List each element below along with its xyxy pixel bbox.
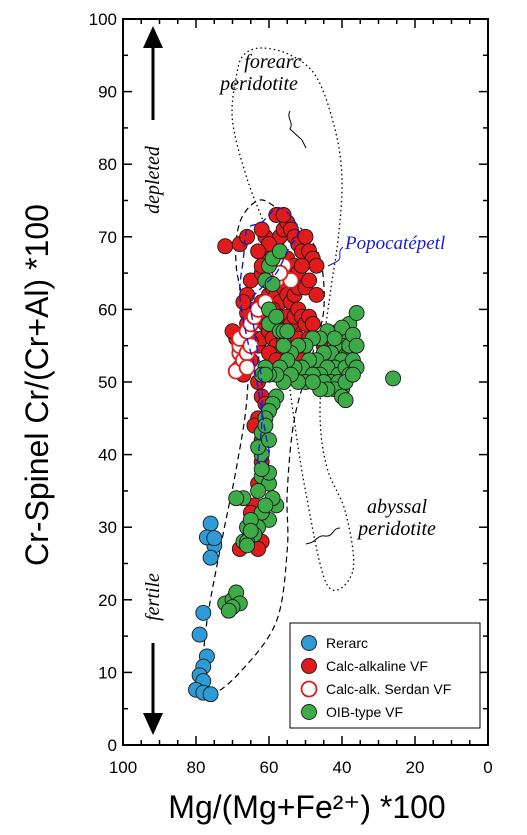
point-oib-type-vf [253, 461, 270, 478]
point-calc-alkaline-vf [301, 272, 318, 289]
point-calc-alkaline-vf [308, 286, 325, 303]
point-calc-alkaline-vf [297, 228, 314, 245]
x-tick-label: 80 [187, 758, 206, 777]
point-calc-alkaline-vf [275, 207, 292, 223]
x-tick-label: 100 [109, 758, 137, 777]
legend-label-rerarc: Rerarc [326, 635, 368, 651]
point-calc-alk-serdan-vf [238, 359, 256, 376]
point-rerarc [202, 549, 219, 566]
point-oib-type-vf [242, 522, 259, 539]
series-oib-type-vf [217, 243, 402, 619]
point-oib-type-vf [275, 337, 292, 354]
popocatepetl-leader [327, 246, 344, 267]
point-oib-type-vf [261, 432, 277, 449]
series-calc-alk-serdan-vf [227, 250, 300, 380]
point-oib-type-vf [337, 392, 354, 409]
y-tick-label: 0 [108, 736, 117, 755]
point-oib-type-vf [239, 537, 256, 554]
abyssal-label: abyssal [367, 496, 427, 518]
point-oib-type-vf [344, 366, 361, 383]
legend-box [289, 622, 481, 729]
legend-label-oib-type-vf: OIB-type VF [326, 704, 403, 720]
point-oib-type-vf [348, 305, 365, 321]
point-oib-type-vf [326, 330, 343, 347]
popocatepetl-field [239, 207, 299, 465]
point-calc-alk-serdan-vf [271, 264, 289, 282]
abyssal-label: peridotite [356, 518, 436, 540]
y-axis-title: Cr-Spinel Cr/(Cr+Al) *100 [19, 204, 55, 566]
y-tick-label: 30 [98, 518, 117, 537]
fertile-arrow-head [143, 713, 163, 735]
point-rerarc [202, 686, 219, 703]
legend-marker-calc-alkaline-vf [301, 658, 317, 674]
point-rerarc [206, 530, 223, 547]
abyssal-field [202, 199, 325, 695]
depleted-label: depleted [142, 145, 164, 214]
y-tick-label: 70 [98, 228, 117, 247]
legend-marker-oib-type-vf [301, 704, 317, 720]
point-oib-type-vf [385, 370, 402, 387]
point-oib-type-vf [228, 490, 245, 507]
point-oib-type-vf [250, 482, 267, 499]
fertile-label: fertile [142, 573, 164, 621]
x-tick-label: 40 [333, 758, 352, 777]
legend-label-calc-alk-serdan-vf: Calc-alk. Serdan VF [326, 681, 451, 697]
point-oib-type-vf [279, 323, 296, 340]
point-oib-type-vf [264, 276, 281, 292]
popocatepetl-label: Popocatépetl [344, 233, 445, 254]
x-axis-title: Mg/(Mg+Fe²⁺) *100 [168, 789, 445, 825]
point-rerarc [195, 604, 212, 621]
legend-marker-rerarc [301, 635, 317, 651]
point-oib-type-vf [304, 374, 321, 390]
legend-label-calc-alkaline-vf: Calc-alkaline VF [326, 658, 428, 674]
x-tick-label: 20 [406, 758, 425, 777]
forearc-label: forearc [244, 51, 302, 73]
y-tick-label: 10 [98, 663, 117, 682]
point-calc-alkaline-vf [250, 243, 267, 260]
point-rerarc [191, 626, 208, 643]
point-calc-alkaline-vf [239, 228, 256, 245]
point-oib-type-vf [271, 243, 288, 260]
x-tick-label: 60 [260, 758, 279, 777]
depleted-arrow-head [143, 26, 163, 48]
point-calc-alkaline-vf [308, 257, 325, 274]
series-rerarc [188, 515, 223, 703]
point-calc-alkaline-vf [235, 294, 252, 311]
forearc-label: peridotite [218, 73, 298, 95]
point-oib-type-vf [257, 497, 274, 514]
x-tick-label: 0 [483, 758, 492, 777]
y-tick-label: 20 [98, 591, 117, 610]
point-calc-alkaline-vf [217, 238, 234, 255]
y-tick-label: 90 [98, 83, 117, 102]
y-tick-label: 40 [98, 446, 117, 465]
point-rerarc [202, 515, 219, 532]
point-oib-type-vf [348, 337, 365, 354]
point-calc-alkaline-vf [304, 315, 321, 332]
y-tick-label: 100 [89, 10, 117, 29]
point-oib-type-vf [268, 308, 285, 325]
y-tick-label: 50 [98, 373, 117, 392]
point-calc-alkaline-vf [293, 257, 310, 274]
y-tick-label: 80 [98, 155, 117, 174]
point-oib-type-vf [220, 602, 237, 619]
legend-marker-calc-alk-serdan-vf [300, 680, 318, 698]
abyssal-leader [305, 527, 341, 545]
y-tick-label: 60 [98, 300, 117, 319]
forearc-leader [288, 110, 307, 149]
